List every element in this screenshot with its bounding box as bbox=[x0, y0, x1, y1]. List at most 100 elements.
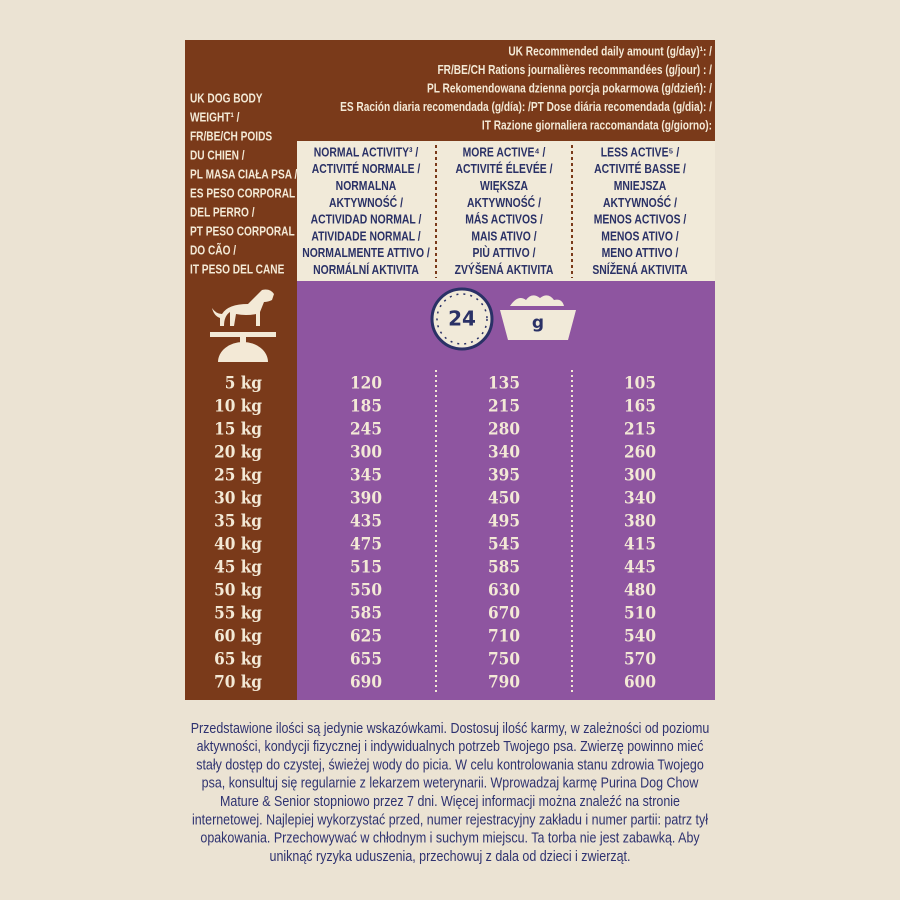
daily-amount: 750 bbox=[488, 649, 520, 669]
column-header-line: MENOS ACTIVOS / bbox=[594, 213, 687, 227]
dog-on-scale-icon bbox=[210, 289, 276, 362]
body-weight: 35 kg bbox=[214, 511, 262, 531]
weight-header-line: ES PESO CORPORAL bbox=[190, 186, 295, 200]
bowl-label: g bbox=[532, 313, 544, 333]
daily-amount: 600 bbox=[624, 672, 656, 692]
daily-amount: 345 bbox=[350, 465, 382, 485]
daily-amount: 540 bbox=[624, 626, 656, 646]
daily-amount: 480 bbox=[624, 580, 656, 600]
column-header-line: MAIS ATIVO / bbox=[471, 229, 537, 243]
daily-amount: 550 bbox=[350, 580, 382, 600]
footer-line: internetowej. Najlepiej wykorzystać prze… bbox=[192, 811, 708, 827]
daily-amount: 215 bbox=[488, 396, 520, 416]
column-header-line: PIÙ ATTIVO / bbox=[473, 246, 537, 260]
column-header-line: MÁS ACTIVOS / bbox=[465, 213, 543, 227]
body-weight: 20 kg bbox=[214, 442, 262, 462]
footer-line: psa, konsultuj się regularnie z lekarzem… bbox=[202, 775, 699, 791]
daily-amount: 510 bbox=[624, 603, 656, 623]
daily-amount: 585 bbox=[488, 557, 520, 577]
daily-amount: 245 bbox=[350, 419, 382, 439]
values-band bbox=[297, 281, 715, 700]
footer-line: uniknąć ryzyka uduszenia, przechowuj z d… bbox=[270, 848, 631, 864]
header-line: UK Recommended daily amount (g/day)¹: / bbox=[508, 44, 712, 58]
body-weight: 25 kg bbox=[214, 465, 262, 485]
daily-amount: 495 bbox=[488, 511, 520, 531]
header-line: FR/BE/CH Rations journalières recommandé… bbox=[437, 63, 712, 77]
footer-line: stały dostęp do czystej, świeżej wody do… bbox=[196, 757, 704, 773]
body-weight: 30 kg bbox=[214, 488, 262, 508]
weight-header-line: WEIGHT¹ / bbox=[190, 110, 240, 124]
column-header-line: LESS ACTIVE⁵ / bbox=[601, 145, 680, 159]
footer-line: Przedstawione ilości są jedynie wskazówk… bbox=[191, 720, 710, 736]
body-weight: 40 kg bbox=[214, 534, 262, 554]
header-dividers bbox=[435, 145, 573, 278]
column-header-line: AKTYWNOŚĆ / bbox=[603, 196, 678, 210]
body-weight: 10 kg bbox=[214, 396, 262, 416]
daily-amount: 105 bbox=[624, 373, 656, 393]
weight-header-line: UK DOG BODY bbox=[190, 91, 263, 105]
column-header-line: NORMAL ACTIVITY³ / bbox=[314, 145, 419, 159]
body-weight: 55 kg bbox=[214, 603, 262, 623]
weight-header-line: PT PESO CORPORAL bbox=[190, 224, 295, 238]
daily-amount: 625 bbox=[350, 626, 382, 646]
daily-amount: 585 bbox=[350, 603, 382, 623]
column-header-band bbox=[297, 141, 715, 281]
column-header-line: AKTYWNOŚĆ / bbox=[329, 196, 404, 210]
column-header-line: NORMÁLNÍ AKTIVITA bbox=[313, 263, 419, 277]
weight-header-line: FR/BE/CH POIDS bbox=[190, 129, 272, 143]
daily-amount: 710 bbox=[488, 626, 520, 646]
column-header-line: SNÍŽENÁ AKTIVITA bbox=[592, 263, 688, 277]
column-header-line: MORE ACTIVE⁴ / bbox=[463, 145, 546, 159]
daily-amount: 790 bbox=[488, 672, 520, 692]
weight-header-line: DU CHIEN / bbox=[190, 148, 245, 162]
daily-amount: 630 bbox=[488, 580, 520, 600]
daily-amount: 415 bbox=[624, 534, 656, 554]
weight-header-line: PL MASA CIAŁA PSA / bbox=[190, 167, 298, 181]
header-line: PL Rekomendowana dzienna porcja pokarmow… bbox=[427, 81, 713, 95]
daily-amount: 120 bbox=[350, 373, 382, 393]
daily-amount: 300 bbox=[350, 442, 382, 462]
daily-amount: 515 bbox=[350, 557, 382, 577]
bowl-icon bbox=[500, 295, 576, 340]
body-weight: 65 kg bbox=[214, 649, 262, 669]
daily-amount: 340 bbox=[624, 488, 656, 508]
column-header-line: WIĘKSZA bbox=[480, 179, 528, 193]
daily-amount: 445 bbox=[624, 557, 656, 577]
daily-amount: 340 bbox=[488, 442, 520, 462]
column-header-line: ZVÝŠENÁ AKTIVITA bbox=[455, 263, 554, 277]
header-line: ES Ración diaria recomendada (g/día): /P… bbox=[340, 100, 713, 114]
daily-amount: 690 bbox=[350, 672, 382, 692]
column-header-line: MENOS ATIVO / bbox=[601, 229, 679, 243]
column-header-line: AKTYWNOŚĆ / bbox=[467, 196, 542, 210]
column-header-line: ACTIVITÉ NORMALE / bbox=[312, 162, 421, 176]
body-weight: 70 kg bbox=[214, 672, 262, 692]
body-weight: 15 kg bbox=[214, 419, 262, 439]
header-line: IT Razione giornaliera raccomandata (g/g… bbox=[482, 118, 712, 132]
body-weight: 50 kg bbox=[214, 580, 262, 600]
clock-label: 24 bbox=[448, 307, 476, 331]
column-header-line: MNIEJSZA bbox=[614, 179, 667, 193]
body-weight: 60 kg bbox=[214, 626, 262, 646]
column-header-line: NORMALNA bbox=[336, 179, 397, 193]
column-header-line: MENO ATTIVO / bbox=[602, 246, 679, 260]
daily-amount: 135 bbox=[488, 373, 520, 393]
daily-amount: 395 bbox=[488, 465, 520, 485]
weight-header-line: DO CÃO / bbox=[190, 243, 237, 257]
weight-header-line: IT PESO DEL CANE bbox=[190, 262, 285, 276]
daily-amount: 380 bbox=[624, 511, 656, 531]
daily-amount: 185 bbox=[350, 396, 382, 416]
daily-amount: 260 bbox=[624, 442, 656, 462]
footer-line: aktywności, kondycji fizycznej i indywid… bbox=[197, 738, 704, 754]
body-weight: 45 kg bbox=[214, 557, 262, 577]
body-weight: 5 kg bbox=[225, 373, 262, 393]
daily-amount: 215 bbox=[624, 419, 656, 439]
daily-amount: 165 bbox=[624, 396, 656, 416]
footer-line: Mature & Senior stopniowo przez 7 dni. W… bbox=[220, 793, 680, 809]
daily-amount: 450 bbox=[488, 488, 520, 508]
daily-amount: 300 bbox=[624, 465, 656, 485]
weight-header-line: DEL PERRO / bbox=[190, 205, 255, 219]
column-header-line: ACTIVIDAD NORMAL / bbox=[311, 213, 422, 227]
column-header-line: ACTIVITÉ ÉLEVÉE / bbox=[455, 162, 553, 176]
column-header-line: NORMALMENTE ATTIVO / bbox=[302, 246, 430, 260]
